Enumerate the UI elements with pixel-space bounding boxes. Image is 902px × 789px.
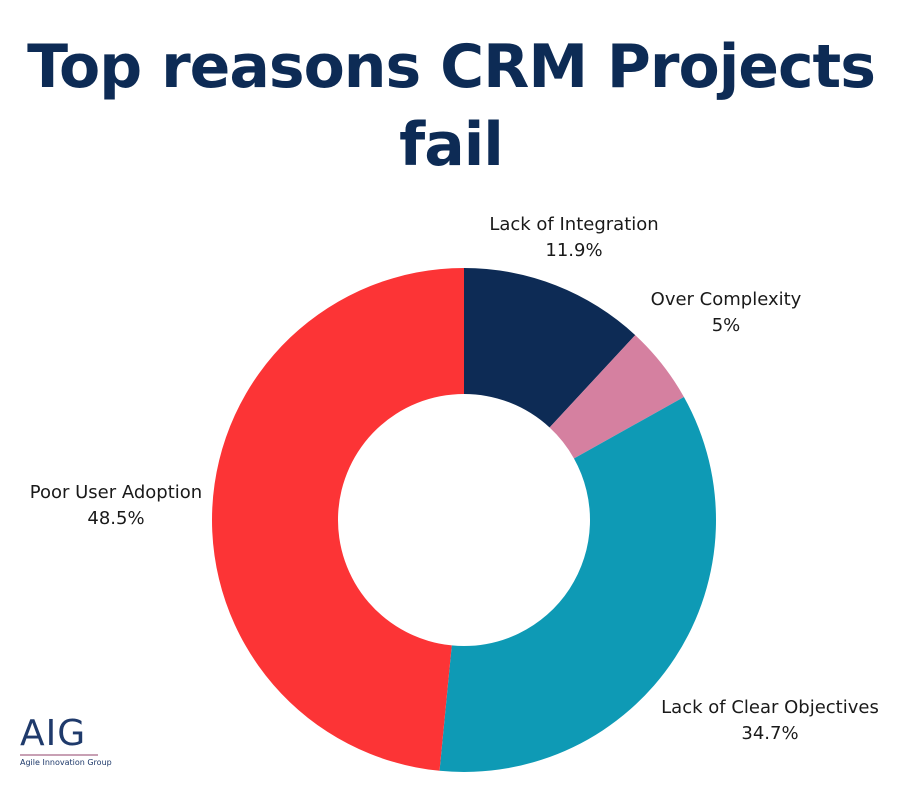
logo-divider (20, 754, 98, 756)
slice-label-poor-user-adoption: Poor User Adoption 48.5% (6, 480, 226, 532)
slice-value: 48.5% (87, 508, 145, 529)
slice-value: 11.9% (545, 240, 603, 261)
slice-name: Poor User Adoption (29, 482, 203, 503)
slice-value: 34.7% (741, 723, 799, 744)
slice-lack-of-integration (464, 268, 636, 428)
slice-poor-user-adoption (212, 268, 464, 771)
slice-value: 5% (711, 315, 741, 336)
chart-title: Top reasons CRM Projects fail (27, 32, 876, 180)
logo-mark: AIG (20, 713, 87, 754)
slice-name: Lack of Integration (489, 214, 659, 235)
slice-label-lack-of-integration: Lack of Integration 11.9% (474, 212, 674, 264)
slice-label-lack-of-clear-objectives: Lack of Clear Objectives 34.7% (648, 695, 892, 747)
slice-name: Over Complexity (650, 289, 802, 310)
donut-slices (212, 268, 716, 772)
aig-logo: AIG Agile Innovation Group (20, 713, 112, 768)
slice-name: Lack of Clear Objectives (661, 697, 879, 718)
logo-subtitle: Agile Innovation Group (20, 758, 112, 767)
slice-lack-of-clear-objectives (439, 396, 716, 772)
slice-over-complexity (549, 335, 684, 459)
slice-label-over-complexity: Over Complexity 5% (626, 287, 826, 339)
